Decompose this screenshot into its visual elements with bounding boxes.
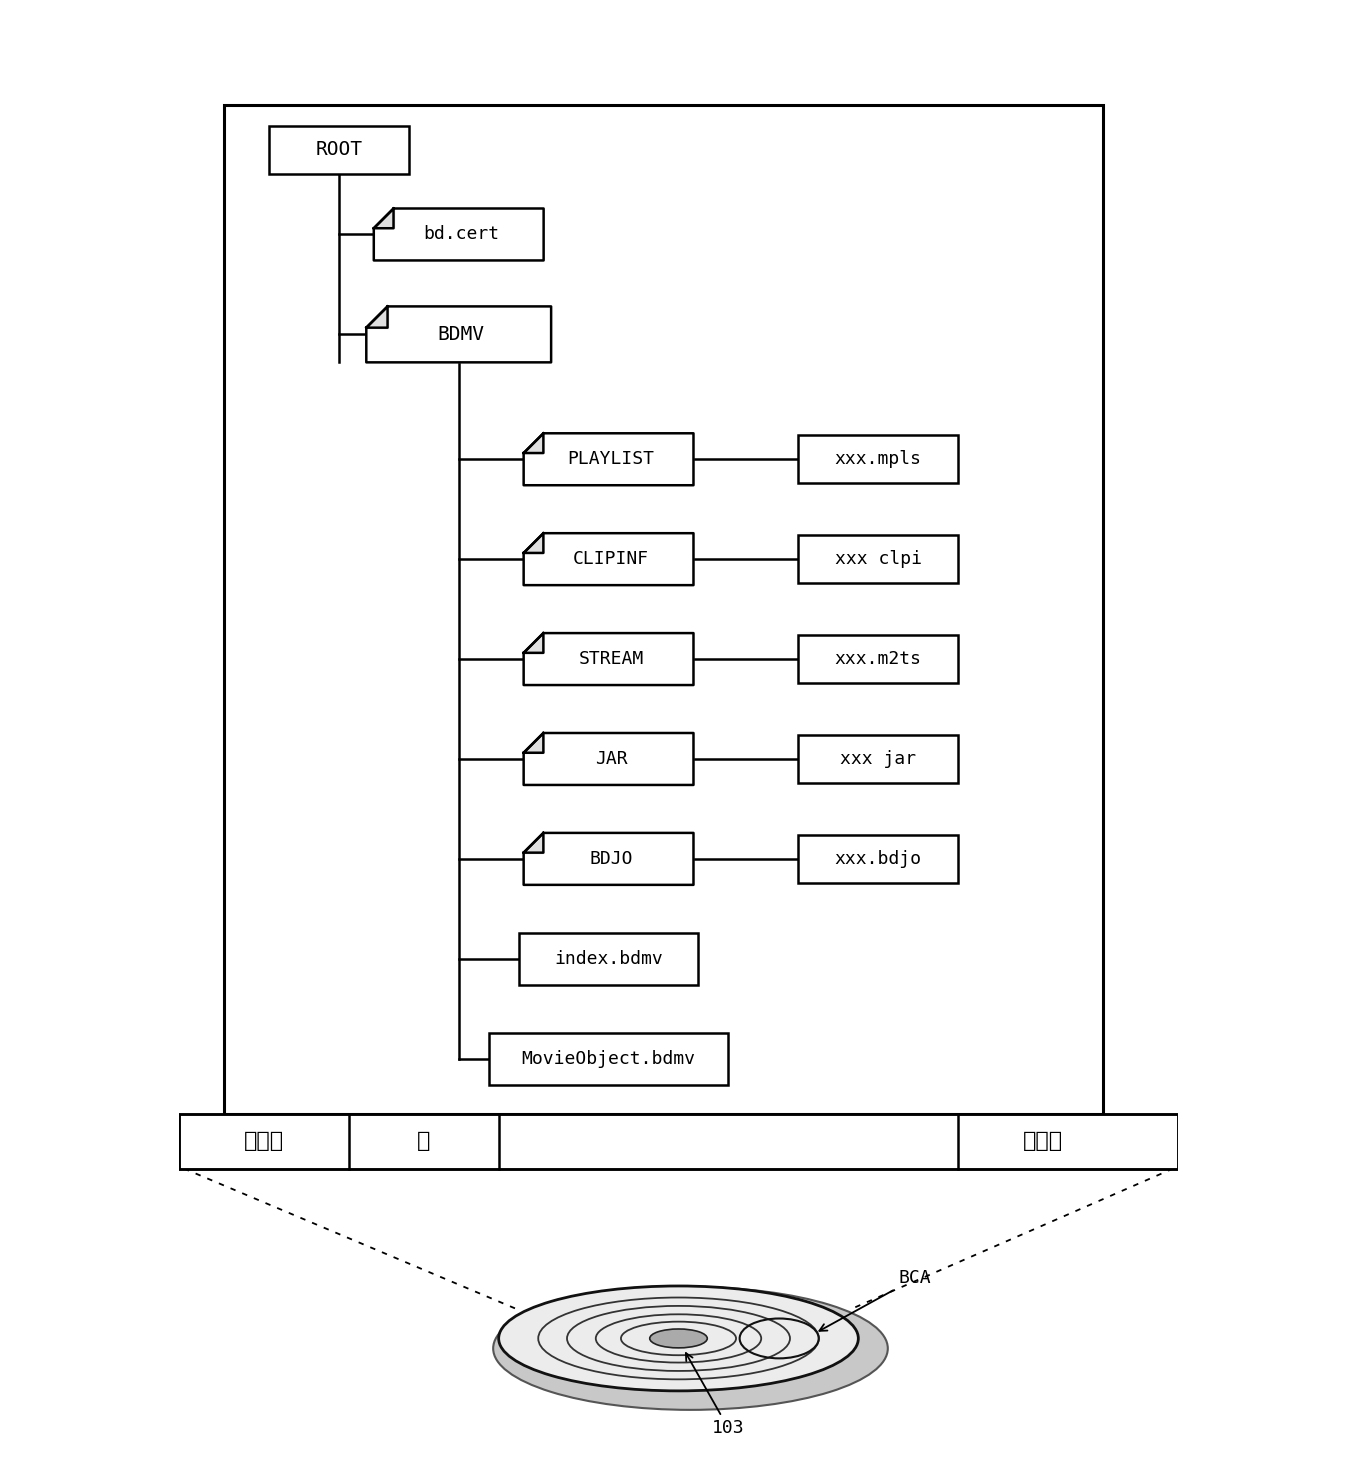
Text: 卷: 卷 [417,1131,430,1152]
Text: BDMV: BDMV [438,325,484,344]
Polygon shape [373,209,394,228]
Text: BCA: BCA [820,1269,931,1331]
Bar [798,535,958,583]
Text: xxx.bdjo: xxx.bdjo [835,851,921,868]
Polygon shape [524,733,543,752]
Text: 103: 103 [685,1353,745,1437]
Text: xxx.mpls: xxx.mpls [835,451,921,469]
Bar [798,635,958,683]
Bar [798,734,958,783]
Text: ROOT: ROOT [315,140,362,159]
Polygon shape [366,307,551,363]
Text: MovieObject.bdmv: MovieObject.bdmv [521,1050,696,1068]
Polygon shape [524,833,693,884]
Bar [179,1114,1178,1168]
Text: JAR: JAR [594,751,627,768]
Bar [269,125,408,173]
Text: xxx.m2ts: xxx.m2ts [835,651,921,668]
Text: PLAYLIST: PLAYLIST [567,451,654,469]
Text: CLIPINF: CLIPINF [573,551,649,569]
Bar [798,435,958,483]
Polygon shape [524,533,543,552]
Ellipse shape [650,1329,707,1349]
Ellipse shape [493,1287,887,1410]
Text: bd.cert: bd.cert [423,225,499,244]
Polygon shape [524,633,693,685]
Ellipse shape [498,1285,859,1391]
Text: xxx clpi: xxx clpi [835,551,921,569]
Polygon shape [524,433,693,485]
Text: 导入区: 导入区 [244,1131,284,1152]
Text: STREAM: STREAM [578,651,643,668]
Text: BDJO: BDJO [589,851,632,868]
Polygon shape [524,833,543,852]
Text: index.bdmv: index.bdmv [554,950,664,968]
Bar [518,933,699,984]
Text: xxx jar: xxx jar [840,751,916,768]
Polygon shape [524,633,543,652]
Polygon shape [524,533,693,585]
Bar [224,104,1103,1114]
Text: 导出区: 导出区 [1023,1131,1064,1152]
Bar [489,1033,729,1084]
Polygon shape [373,209,544,260]
Polygon shape [524,433,543,452]
Polygon shape [524,733,693,784]
Bar [179,1114,1178,1168]
Polygon shape [366,307,388,328]
Bar [798,834,958,883]
